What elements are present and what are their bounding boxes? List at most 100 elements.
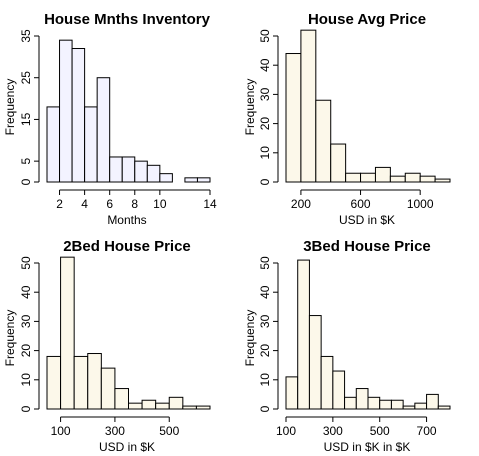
histogram-bar: [195, 405, 211, 410]
histogram-bar: [71, 48, 86, 183]
histogram-bar: [182, 405, 197, 410]
histogram-bar: [285, 53, 302, 183]
y-tick-label: 15: [19, 112, 33, 126]
y-tick-label: 40: [258, 58, 272, 72]
y-tick-label: 30: [19, 314, 33, 328]
x-axis-label: USD in $K: [99, 440, 155, 454]
histogram-bar: [360, 172, 376, 183]
x-tick-label: 600: [351, 197, 371, 211]
chart-title: 2Bed House Price: [63, 238, 191, 255]
histogram-bar: [308, 315, 322, 410]
y-tick-label: 35: [19, 29, 33, 43]
histogram-bar: [96, 77, 111, 183]
histogram-bar: [315, 99, 332, 183]
histogram-bar: [300, 29, 317, 183]
histogram-bar: [121, 156, 136, 183]
y-axis-label: Frequency: [243, 79, 257, 136]
panel-house-avg-price: House Avg Price USD in $K Frequency 200 6…: [243, 11, 451, 227]
panel-3bed-house-price: 3Bed House Price USD in $K in $K Frequen…: [243, 238, 451, 454]
histogram-bar: [437, 405, 451, 410]
histogram-bar: [84, 106, 98, 183]
x-axis-label: Months: [107, 213, 146, 227]
histogram-bar: [367, 396, 381, 410]
histogram-bar: [426, 393, 439, 410]
y-tick-label: 30: [258, 87, 272, 101]
histogram-bar: [46, 355, 62, 410]
x-tick-label: 1000: [407, 197, 434, 211]
y-tick-label: 25: [19, 71, 33, 85]
y-tick-label: 50: [258, 256, 272, 270]
histogram-bar: [390, 399, 404, 410]
x-tick-label: 500: [370, 424, 390, 438]
y-tick-label: 40: [19, 285, 33, 299]
histogram-bar: [87, 353, 102, 410]
chart-title: House Avg Price: [308, 11, 426, 28]
chart-title: House Mnths Inventory: [44, 11, 211, 28]
histogram-bar: [419, 175, 436, 183]
histogram-bar: [320, 355, 334, 410]
y-tick-label: 0: [258, 405, 272, 412]
histogram-bar: [345, 172, 362, 183]
histogram-bar: [196, 177, 211, 183]
y-axis-label: Frequency: [3, 310, 17, 367]
x-tick-label: 300: [323, 424, 343, 438]
histogram-bar: [109, 156, 123, 183]
y-tick-label: 20: [19, 344, 33, 358]
y-tick-label: 40: [258, 285, 272, 299]
x-tick-label: 300: [105, 424, 125, 438]
x-tick-label: 10: [153, 197, 167, 211]
x-tick-label: 6: [106, 197, 113, 211]
y-axis-label: Frequency: [3, 79, 17, 136]
histogram-bar: [414, 402, 428, 410]
y-tick-label: 20: [258, 344, 272, 358]
histogram-bar: [332, 370, 346, 410]
panel-2bed-house-price: 2Bed House Price USD in $K Frequency 100…: [3, 238, 211, 454]
histogram-bar: [159, 173, 173, 183]
y-tick-label: 0: [19, 405, 33, 412]
y-tick-label: 10: [258, 146, 272, 160]
panel-house-months-inventory: House Mnths Inventory Months Frequency 2…: [3, 11, 217, 227]
chart-title: 3Bed House Price: [303, 238, 431, 255]
x-axis-label: USD in $K: [339, 213, 395, 227]
histogram-bar: [59, 39, 73, 183]
histogram-bar: [73, 355, 89, 410]
y-tick-label: 20: [258, 117, 272, 131]
histogram-bar: [134, 160, 148, 183]
histogram-bar: [114, 388, 129, 410]
x-tick-label: 100: [51, 424, 71, 438]
x-tick-label: 500: [159, 424, 179, 438]
x-tick-label: 14: [203, 197, 217, 211]
y-tick-label: 0: [19, 178, 33, 185]
y-tick-label: 50: [258, 29, 272, 43]
histogram-bar: [100, 367, 116, 410]
histogram-bar: [344, 396, 357, 410]
y-tick-label: 30: [258, 314, 272, 328]
x-tick-label: 100: [276, 424, 296, 438]
histogram-bar: [374, 166, 391, 183]
histogram-bar: [355, 388, 369, 410]
histogram-bar: [60, 256, 75, 410]
histogram-bar: [168, 396, 184, 410]
histogram-bar: [141, 399, 157, 410]
x-tick-label: 2: [56, 197, 63, 211]
y-tick-label: 10: [19, 373, 33, 387]
histogram-bar: [389, 175, 406, 183]
x-tick-label: 700: [417, 424, 437, 438]
y-tick-label: 5: [19, 157, 33, 164]
y-axis-label: Frequency: [243, 310, 257, 367]
x-tick-label: 200: [291, 197, 311, 211]
y-tick-label: 50: [19, 256, 33, 270]
histogram-bar: [402, 405, 416, 410]
histogram-bar: [379, 399, 392, 410]
histogram-bar: [404, 172, 421, 183]
histogram-bar: [184, 177, 198, 183]
histogram-bar: [46, 106, 61, 183]
histogram-bar: [285, 376, 299, 410]
histogram-bar: [146, 164, 161, 183]
histogram-bar: [128, 402, 143, 410]
x-tick-label: 4: [81, 197, 88, 211]
y-tick-label: 10: [258, 373, 272, 387]
histogram-bar: [155, 402, 170, 410]
x-axis-label: USD in $K in $K: [324, 440, 411, 454]
